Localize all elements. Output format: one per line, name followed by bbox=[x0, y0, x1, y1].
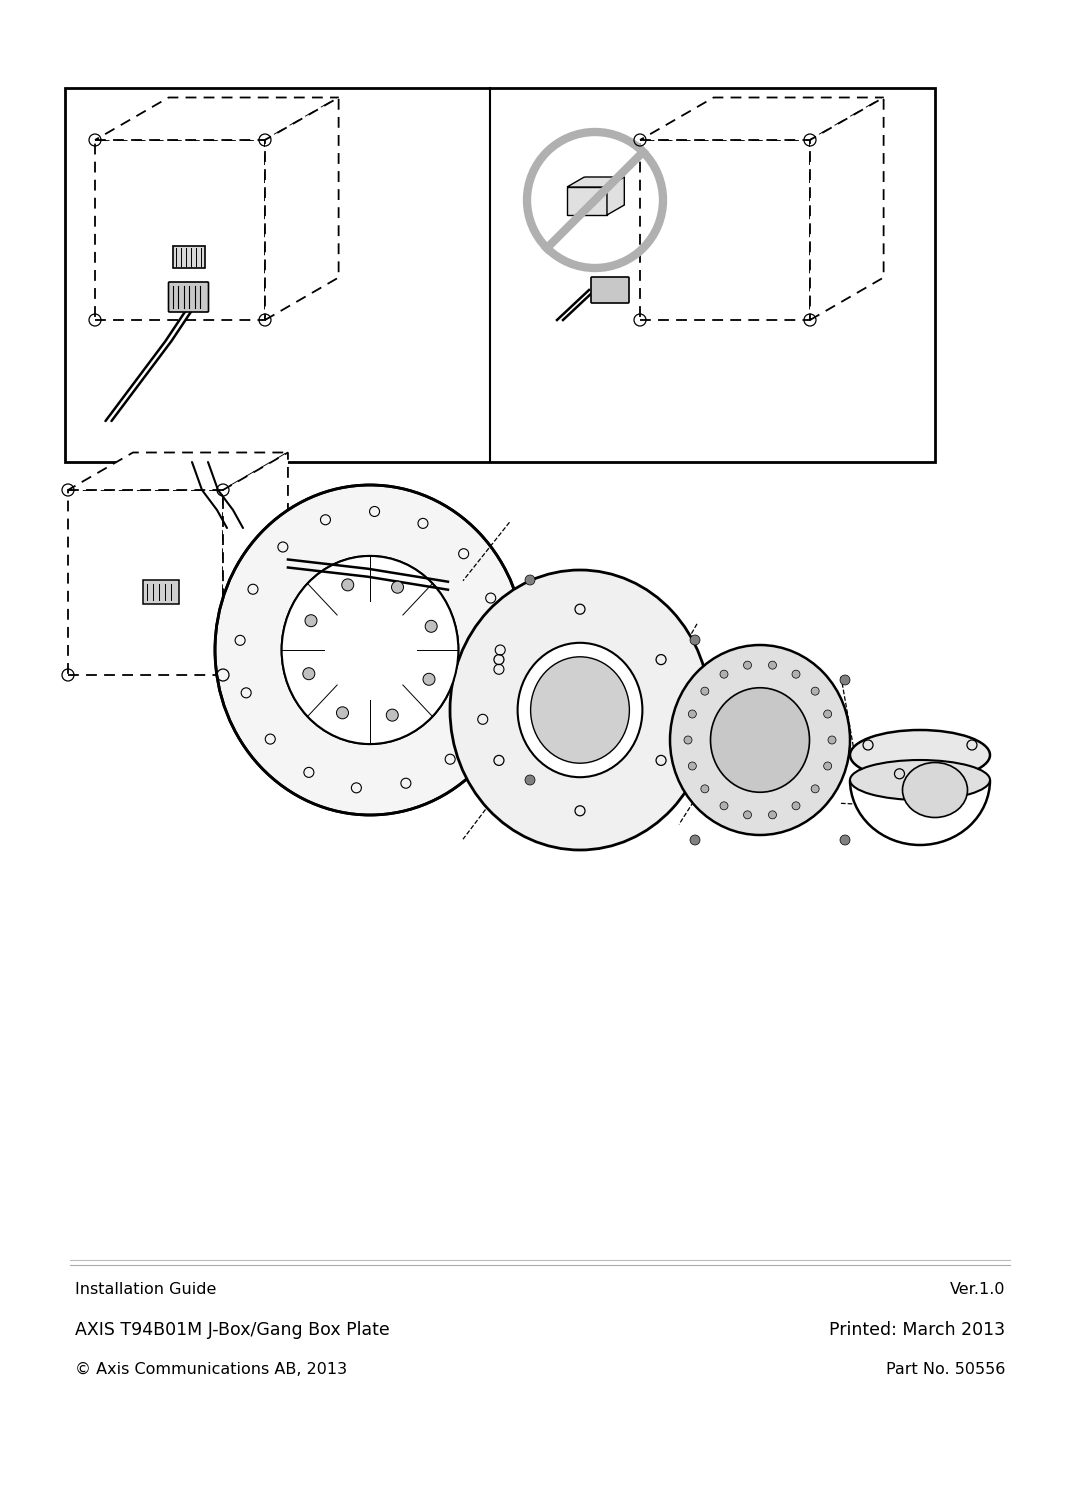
Bar bbox=[65, 88, 935, 463]
Polygon shape bbox=[265, 97, 339, 320]
Circle shape bbox=[811, 784, 819, 793]
Circle shape bbox=[701, 687, 708, 695]
Circle shape bbox=[305, 615, 318, 627]
Polygon shape bbox=[640, 97, 883, 141]
Circle shape bbox=[392, 581, 404, 593]
Polygon shape bbox=[810, 97, 883, 320]
Circle shape bbox=[690, 835, 700, 844]
Circle shape bbox=[720, 802, 728, 810]
Circle shape bbox=[341, 579, 354, 591]
Circle shape bbox=[828, 737, 836, 744]
FancyBboxPatch shape bbox=[591, 277, 629, 302]
FancyBboxPatch shape bbox=[168, 281, 208, 311]
Circle shape bbox=[811, 687, 819, 695]
Circle shape bbox=[824, 710, 832, 719]
Circle shape bbox=[743, 662, 752, 669]
Circle shape bbox=[387, 710, 399, 722]
Polygon shape bbox=[640, 141, 810, 320]
Ellipse shape bbox=[670, 645, 850, 835]
Text: © Axis Communications AB, 2013: © Axis Communications AB, 2013 bbox=[75, 1362, 347, 1377]
Ellipse shape bbox=[850, 760, 990, 799]
Circle shape bbox=[769, 662, 777, 669]
Ellipse shape bbox=[450, 570, 710, 850]
Circle shape bbox=[840, 675, 850, 686]
Ellipse shape bbox=[282, 555, 458, 744]
Circle shape bbox=[525, 575, 535, 585]
Circle shape bbox=[426, 620, 437, 632]
Text: Part No. 50556: Part No. 50556 bbox=[886, 1362, 1005, 1377]
Ellipse shape bbox=[530, 657, 630, 763]
Circle shape bbox=[769, 811, 777, 819]
Circle shape bbox=[720, 671, 728, 678]
Polygon shape bbox=[222, 452, 288, 675]
Polygon shape bbox=[567, 187, 607, 216]
Polygon shape bbox=[68, 452, 288, 490]
Ellipse shape bbox=[903, 762, 968, 817]
Circle shape bbox=[684, 737, 692, 744]
Text: Installation Guide: Installation Guide bbox=[75, 1283, 216, 1298]
Ellipse shape bbox=[711, 687, 810, 792]
Polygon shape bbox=[95, 141, 265, 320]
Polygon shape bbox=[68, 490, 222, 675]
Circle shape bbox=[743, 811, 752, 819]
Polygon shape bbox=[607, 177, 624, 216]
Bar bbox=[143, 579, 179, 603]
Circle shape bbox=[701, 784, 708, 793]
Ellipse shape bbox=[215, 485, 525, 814]
Circle shape bbox=[302, 668, 315, 680]
Polygon shape bbox=[95, 97, 339, 141]
Circle shape bbox=[840, 835, 850, 844]
Circle shape bbox=[690, 635, 700, 645]
Circle shape bbox=[792, 671, 800, 678]
Circle shape bbox=[525, 775, 535, 784]
Text: Ver.1.0: Ver.1.0 bbox=[949, 1283, 1005, 1298]
Circle shape bbox=[337, 707, 349, 719]
Text: Printed: March 2013: Printed: March 2013 bbox=[828, 1320, 1005, 1338]
Ellipse shape bbox=[517, 642, 643, 777]
Text: AXIS T94B01M J-Box/Gang Box Plate: AXIS T94B01M J-Box/Gang Box Plate bbox=[75, 1320, 390, 1338]
Circle shape bbox=[824, 762, 832, 769]
Polygon shape bbox=[567, 177, 624, 187]
Circle shape bbox=[688, 710, 697, 719]
Circle shape bbox=[423, 674, 435, 686]
Circle shape bbox=[688, 762, 697, 769]
Circle shape bbox=[792, 802, 800, 810]
Ellipse shape bbox=[850, 731, 990, 780]
Bar bbox=[173, 246, 204, 268]
